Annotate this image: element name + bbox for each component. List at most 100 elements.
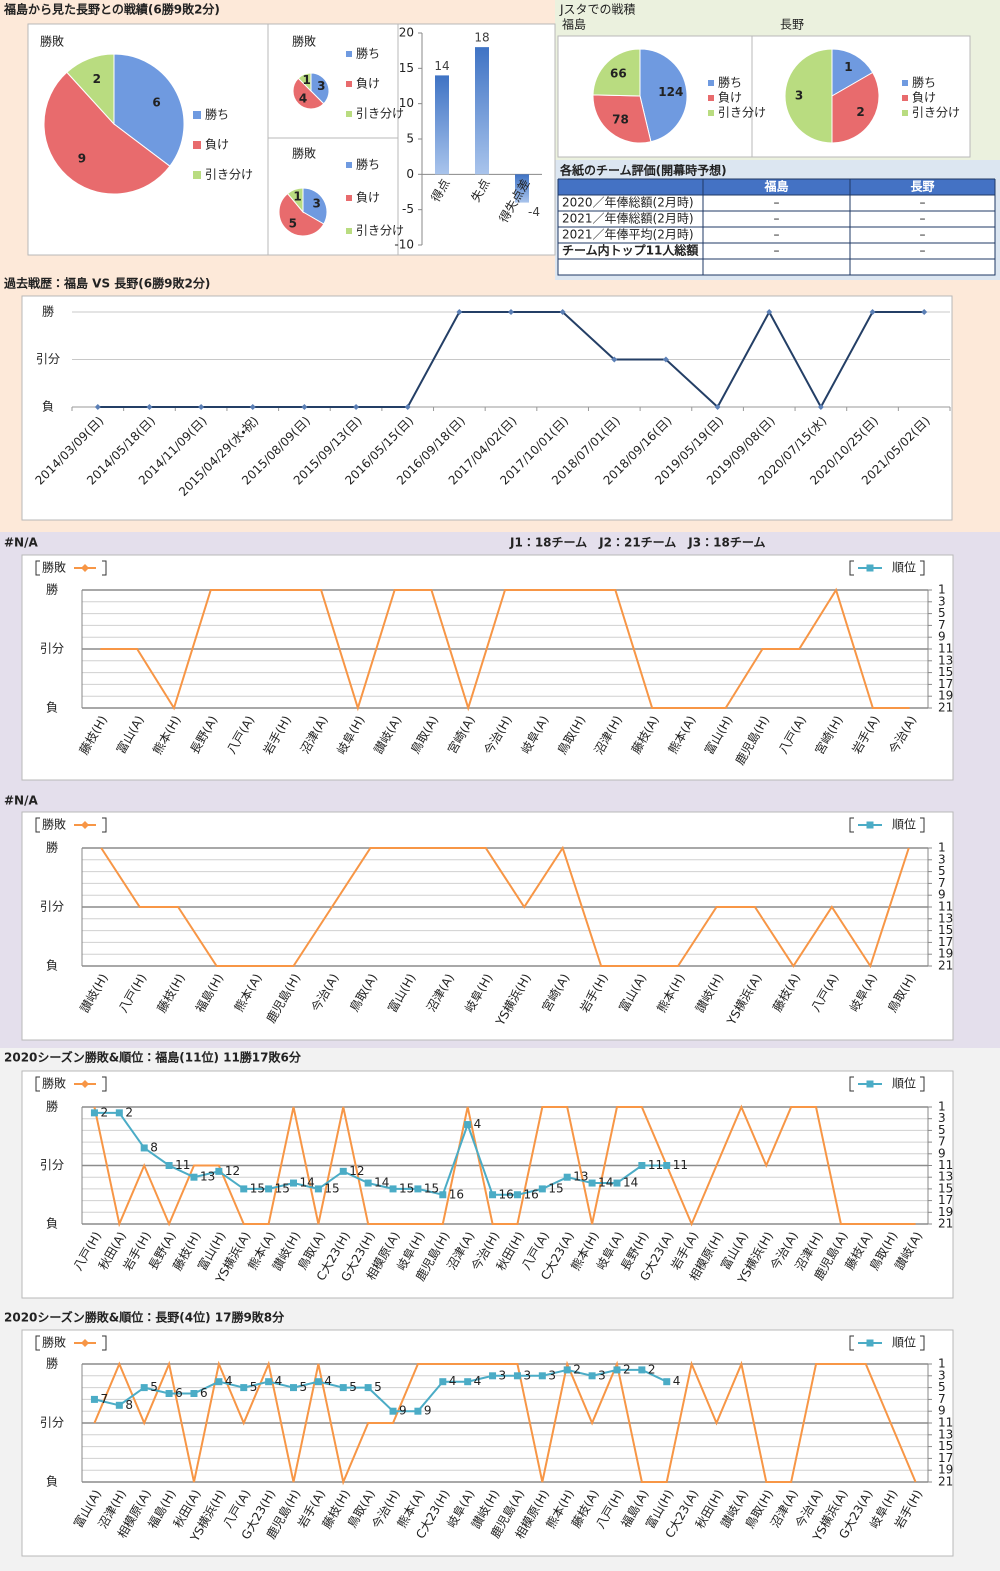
- point-marker: [563, 1366, 571, 1374]
- y-tick-label: 20: [399, 26, 414, 40]
- y2-tick-label: 17: [938, 1451, 953, 1465]
- table-header-bg: [558, 179, 995, 195]
- league-note: J1：18チーム J2：21チーム J3：18チーム: [509, 536, 765, 550]
- y-tick-label: 引分: [40, 642, 64, 656]
- slice-label: 3: [317, 79, 325, 93]
- rank-label: 5: [150, 1380, 158, 1394]
- point-marker: [314, 1185, 322, 1193]
- pie-slice: [831, 71, 880, 144]
- legend-bracket: [102, 560, 107, 576]
- legend-label: 勝ち: [718, 75, 742, 90]
- point-marker: [464, 1378, 472, 1386]
- y-tick-label: 5: [406, 132, 414, 146]
- y2-tick-label: 17: [938, 935, 953, 949]
- legend-label: 引き分け: [356, 107, 404, 121]
- y2-tick-label: 19: [938, 689, 953, 703]
- legend-label: 勝ち: [356, 157, 380, 172]
- point-marker: [364, 1384, 372, 1392]
- point-marker: [389, 1185, 397, 1193]
- point-marker: [513, 1191, 521, 1199]
- rank-label: 3: [523, 1368, 531, 1382]
- point-marker: [146, 404, 153, 410]
- slice-label: 66: [610, 66, 627, 80]
- rank-label: 4: [275, 1374, 283, 1388]
- legend-swatch: [346, 81, 352, 87]
- y2-tick-label: 21: [938, 1217, 953, 1231]
- y2-tick-label: 5: [938, 1380, 946, 1394]
- table-title: 各紙のチーム評価(開幕時予想): [559, 163, 727, 178]
- point-marker: [240, 1384, 248, 1392]
- legend-marker: [866, 1080, 874, 1088]
- y2-tick-label: 19: [938, 1463, 953, 1477]
- rank-label: 15: [424, 1181, 439, 1195]
- y2-tick-label: 9: [938, 888, 946, 902]
- point-marker: [489, 1191, 497, 1199]
- legend-label: 勝敗: [42, 560, 66, 575]
- y2-tick-label: 17: [938, 677, 953, 691]
- point-marker: [190, 1173, 198, 1181]
- legend-bracket: [102, 817, 107, 833]
- legend-bracket: [102, 1335, 107, 1351]
- slice-label: 2: [93, 72, 101, 86]
- legend-label: 負け: [356, 77, 380, 91]
- rank-label: 9: [399, 1404, 407, 1418]
- series-line: [93, 1104, 916, 1228]
- y-tick-label: 負: [46, 959, 58, 973]
- pie-slice: [278, 192, 325, 237]
- y2-tick-label: 13: [938, 653, 953, 667]
- point-marker: [198, 404, 205, 410]
- rank-label: 16: [449, 1187, 464, 1201]
- chart-title: 2020シーズン勝敗&順位：長野(4位) 17勝9敗8分: [4, 1310, 285, 1325]
- legend-swatch: [346, 228, 352, 234]
- legend-marker: [866, 564, 874, 572]
- table-header: 長野: [910, 179, 934, 194]
- point-marker: [613, 1179, 621, 1187]
- legend-bracket: [920, 1335, 925, 1351]
- rank-label: 13: [573, 1170, 588, 1184]
- slice-label: 1: [293, 190, 301, 204]
- legend-label: 順位: [892, 818, 916, 832]
- rank-label: 2: [100, 1105, 108, 1119]
- rank-label: 3: [499, 1368, 507, 1382]
- rank-label: 12: [225, 1164, 240, 1178]
- table-body-bg: [557, 194, 996, 276]
- legend-marker: [81, 564, 89, 572]
- y2-tick-label: 13: [938, 1427, 953, 1441]
- y2-tick-label: 17: [938, 1193, 953, 1207]
- slice-label: 3: [795, 89, 803, 103]
- y-tick-label: 引分: [40, 900, 64, 914]
- pie-slice: [831, 48, 874, 97]
- page-title: 福島から見た長野との戦績(6勝9敗2分): [3, 2, 220, 17]
- y-tick-label: 負: [42, 400, 54, 414]
- table-cell: 2021／年俸平均(2月時): [562, 228, 694, 242]
- y2-tick-label: 21: [938, 1475, 953, 1489]
- pie-slice: [297, 72, 312, 93]
- legend-label: 勝敗: [42, 1076, 66, 1091]
- rank-label: 15: [275, 1181, 290, 1195]
- legend-swatch: [708, 80, 714, 86]
- point-marker: [588, 1372, 596, 1380]
- rank-label: 8: [125, 1398, 133, 1412]
- point-marker: [588, 1179, 596, 1187]
- y2-tick-label: 21: [938, 959, 953, 973]
- point-marker: [508, 309, 514, 315]
- rank-label: 5: [349, 1380, 357, 1394]
- pie-slice: [310, 72, 330, 105]
- y2-tick-label: 11: [938, 1158, 953, 1172]
- rank-label: 4: [324, 1374, 332, 1388]
- y-tick-label: 15: [399, 61, 414, 75]
- point-marker: [513, 1372, 521, 1380]
- legend-swatch: [902, 80, 908, 86]
- y2-tick-label: 7: [938, 1135, 946, 1149]
- legend-marker: [81, 1339, 89, 1347]
- legend-bracket: [920, 1076, 925, 1092]
- legend-marker: [81, 821, 89, 829]
- pie-title: 勝敗: [292, 34, 316, 49]
- point-marker: [638, 1162, 646, 1169]
- table-cell: チーム内トップ11人総額: [562, 243, 699, 258]
- chart-title: 過去戦歴：福島 VS 長野(6勝9敗2分): [4, 276, 210, 291]
- legend-swatch: [193, 111, 201, 119]
- y2-tick-label: 9: [938, 1146, 946, 1160]
